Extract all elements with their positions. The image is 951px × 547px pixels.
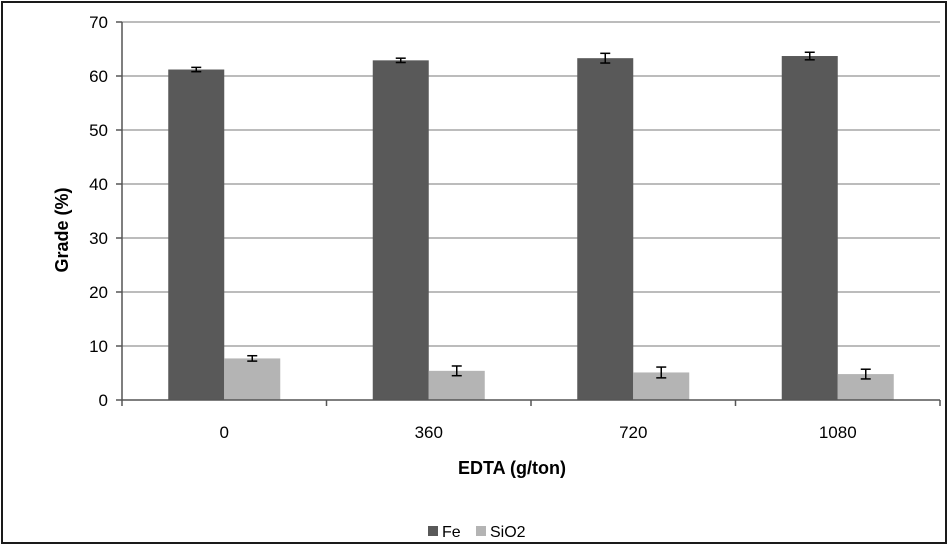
legend-swatch-sio2 (476, 526, 486, 536)
legend-swatch-fe (428, 526, 438, 536)
legend: Fe SiO2 (428, 524, 526, 541)
bars (168, 56, 894, 401)
y-axis-title: Grade (%) (52, 187, 72, 272)
bar-fe (168, 69, 225, 401)
x-tick-label: 720 (619, 423, 647, 442)
y-tick-label: 50 (89, 121, 108, 140)
y-tick-label: 10 (89, 337, 108, 356)
bar-sio2 (224, 358, 281, 400)
x-axis-title: EDTA (g/ton) (458, 458, 566, 478)
y-tick-label: 70 (89, 13, 108, 32)
x-tick-label: 0 (220, 423, 229, 442)
error-bars (191, 51, 871, 380)
y-tick-label: 0 (99, 391, 108, 410)
y-tick-label: 30 (89, 229, 108, 248)
y-axis-ticks: 0 10 20 30 40 50 60 70 (89, 13, 122, 410)
y-tick-label: 60 (89, 67, 108, 86)
bar-fe (577, 58, 634, 401)
x-axis-ticks: 0 360 720 1080 (121, 400, 941, 442)
x-tick-label: 360 (415, 423, 443, 442)
x-tick-label: 1080 (819, 423, 857, 442)
legend-label-sio2: SiO2 (490, 524, 526, 541)
bar-fe (781, 56, 838, 401)
y-tick-label: 40 (89, 175, 108, 194)
bar-fe (372, 60, 429, 401)
legend-label-fe: Fe (442, 524, 461, 541)
y-tick-label: 20 (89, 283, 108, 302)
